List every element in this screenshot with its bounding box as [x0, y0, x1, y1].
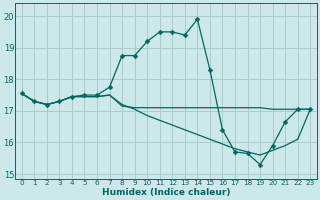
X-axis label: Humidex (Indice chaleur): Humidex (Indice chaleur)	[102, 188, 230, 197]
